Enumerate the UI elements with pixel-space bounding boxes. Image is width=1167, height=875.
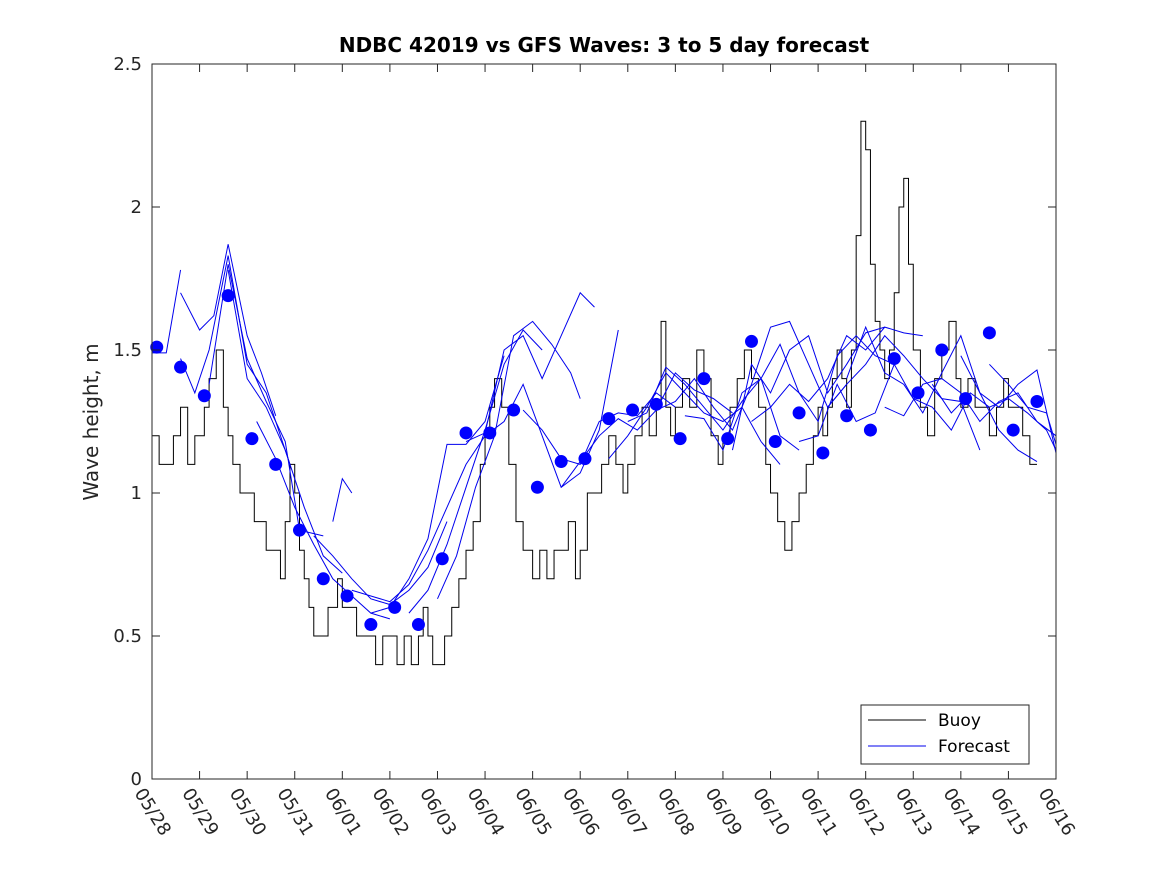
legend-box bbox=[860, 704, 1030, 765]
forecast-marker bbox=[483, 426, 497, 440]
legend-forecast-label: Forecast bbox=[938, 737, 1010, 757]
forecast-marker bbox=[292, 523, 306, 537]
forecast-marker bbox=[863, 423, 877, 437]
y-tick-label: 0 bbox=[131, 769, 142, 790]
chart-title: NDBC 42019 vs GFS Waves: 3 to 5 day fore… bbox=[339, 33, 870, 57]
forecast-line bbox=[465, 291, 595, 442]
forecast-line bbox=[313, 521, 448, 606]
forecast-marker bbox=[673, 432, 687, 446]
buoy-line bbox=[152, 120, 1037, 666]
forecast-marker bbox=[768, 435, 782, 449]
forecast-marker bbox=[649, 397, 663, 411]
y-tick-label: 2 bbox=[131, 197, 142, 218]
forecast-markers bbox=[150, 289, 1044, 632]
forecast-line bbox=[989, 363, 1056, 445]
forecast-series bbox=[152, 244, 1056, 620]
forecast-marker bbox=[816, 446, 830, 460]
forecast-line bbox=[827, 334, 981, 451]
forecast-marker bbox=[840, 409, 854, 423]
forecast-marker bbox=[411, 618, 425, 632]
forecast-marker bbox=[1006, 423, 1020, 437]
forecast-line bbox=[484, 329, 619, 489]
forecast-line bbox=[437, 320, 581, 600]
forecast-marker bbox=[721, 432, 735, 446]
axes-box bbox=[151, 63, 1057, 780]
forecast-marker bbox=[578, 452, 592, 466]
forecast-marker bbox=[530, 480, 544, 494]
legend: Buoy Forecast bbox=[860, 704, 1030, 765]
forecast-marker bbox=[459, 426, 473, 440]
forecast-marker bbox=[602, 412, 616, 426]
forecast-marker bbox=[935, 343, 949, 357]
forecast-line bbox=[608, 372, 781, 465]
forecast-marker bbox=[507, 403, 521, 417]
y-tick-label: 0.5 bbox=[113, 626, 142, 647]
forecast-line bbox=[798, 363, 971, 442]
forecast-marker bbox=[626, 403, 640, 417]
y-tick-label: 1.5 bbox=[113, 340, 142, 361]
forecast-marker bbox=[911, 386, 925, 400]
forecast-marker bbox=[982, 326, 996, 340]
forecast-marker bbox=[1030, 394, 1044, 408]
forecast-marker bbox=[744, 334, 758, 348]
forecast-marker bbox=[959, 392, 973, 406]
forecast-line bbox=[656, 320, 848, 432]
forecast-marker bbox=[697, 372, 711, 386]
legend-buoy-label: Buoy bbox=[938, 711, 981, 731]
forecast-marker bbox=[887, 352, 901, 366]
forecast-marker bbox=[364, 618, 378, 632]
forecast-line bbox=[684, 334, 895, 452]
forecast-marker bbox=[554, 455, 568, 469]
forecast-marker bbox=[269, 457, 283, 471]
buoy-series bbox=[152, 120, 1037, 666]
y-axis-ticks: 0 0.5 1 1.5 2 2.5 bbox=[113, 54, 1056, 790]
y-tick-label: 1 bbox=[131, 483, 142, 504]
forecast-marker bbox=[792, 406, 806, 420]
forecast-marker bbox=[197, 389, 211, 403]
forecast-line bbox=[408, 329, 543, 614]
y-axis-label: Wave height, m bbox=[79, 343, 103, 500]
forecast-line bbox=[751, 326, 923, 422]
forecast-marker bbox=[316, 572, 330, 586]
forecast-line bbox=[332, 477, 353, 522]
y-tick-label: 2.5 bbox=[113, 54, 142, 75]
forecast-line bbox=[931, 384, 1056, 451]
forecast-marker bbox=[435, 552, 449, 566]
forecast-marker bbox=[221, 289, 235, 303]
forecast-line bbox=[560, 372, 733, 488]
forecast-line bbox=[960, 355, 1056, 454]
forecast-marker bbox=[174, 360, 188, 374]
forecast-line bbox=[180, 255, 291, 465]
forecast-marker bbox=[340, 589, 354, 603]
forecast-line bbox=[227, 269, 343, 574]
forecast-marker bbox=[245, 432, 259, 446]
forecast-line bbox=[180, 244, 277, 416]
forecast-line bbox=[846, 325, 1038, 462]
forecast-marker bbox=[388, 600, 402, 614]
forecast-line bbox=[351, 435, 486, 603]
